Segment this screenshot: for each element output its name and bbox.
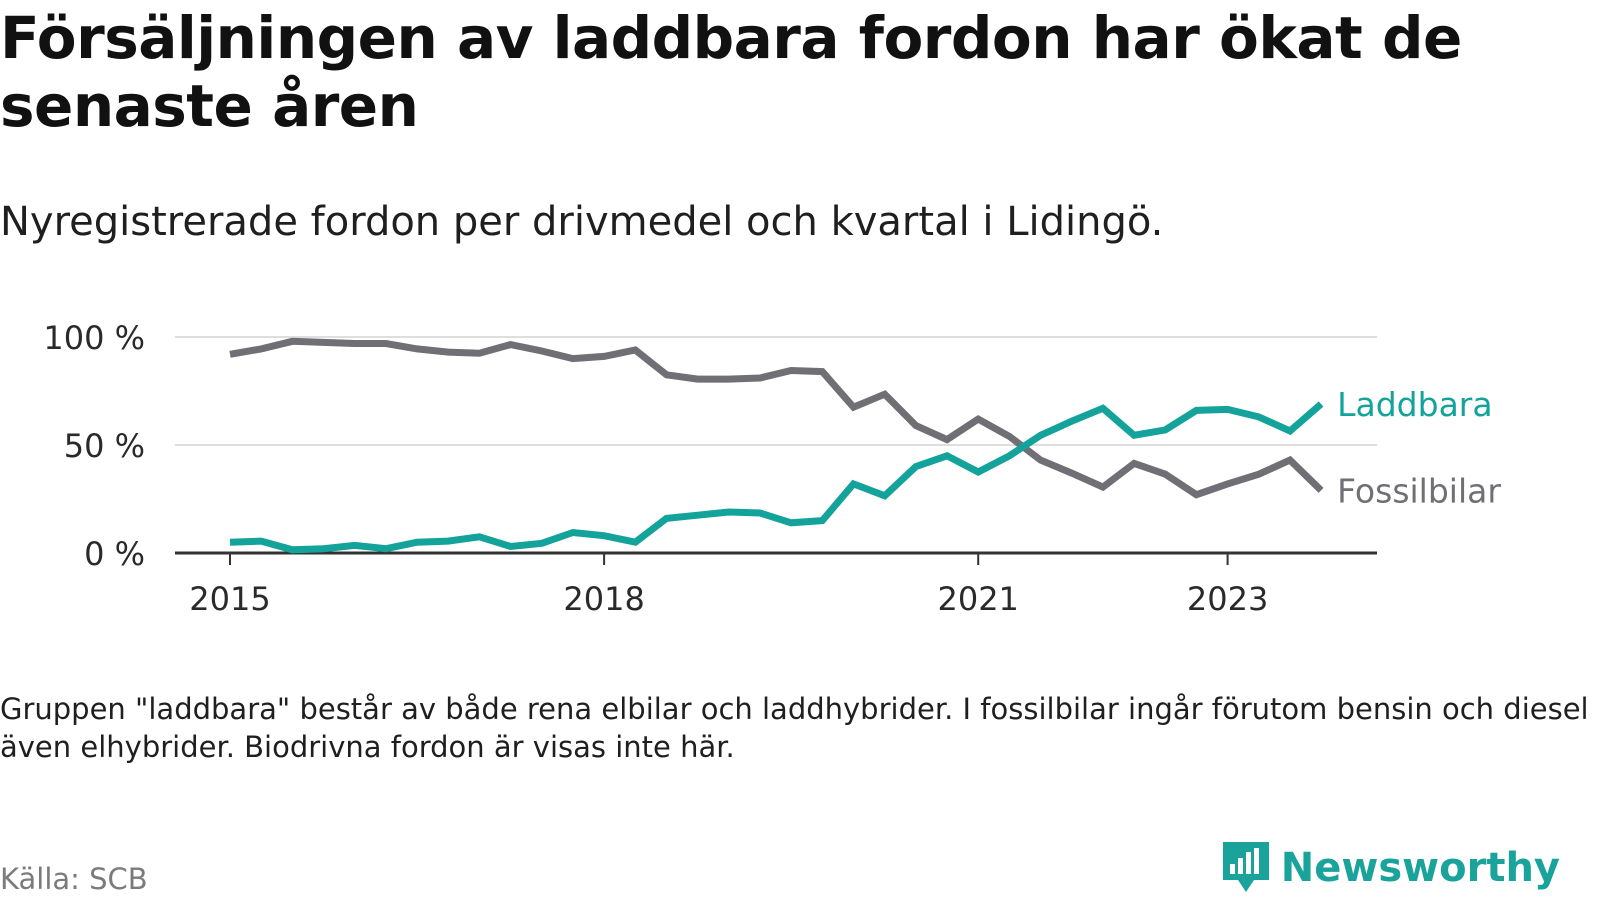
- x-tick-label: 2021: [937, 580, 1018, 618]
- series-labels: Fossilbilar Laddbara: [1337, 385, 1501, 510]
- x-tick-label: 2023: [1187, 580, 1268, 618]
- series-label-laddbara: Laddbara: [1337, 385, 1492, 424]
- gridlines: 0 % 50 % 100 %: [43, 319, 1377, 573]
- chart-title: Försäljningen av laddbara fordon har öka…: [0, 4, 1462, 140]
- source-text: Källa: SCB: [0, 862, 148, 896]
- series-lines: [229, 337, 1324, 554]
- chart-subtitle: Nyregistrerade fordon per drivmedel och …: [0, 199, 1164, 245]
- chart-note: Gruppen "laddbara" består av både rena e…: [0, 692, 1589, 764]
- x-tick-label: 2018: [563, 580, 644, 618]
- x-axis: 2015 2018 2021 2023: [175, 551, 1377, 618]
- line-chart: 0 % 50 % 100 % 2015 2018 2021 2023 Fossilbila…: [43, 319, 1501, 618]
- series-label-fossilbilar: Fossilbilar: [1337, 471, 1501, 510]
- newsworthy-logo-text: Newsworthy: [1280, 845, 1560, 891]
- newsworthy-logo-icon: [1222, 842, 1269, 892]
- series-line-laddbara: [229, 401, 1324, 554]
- y-tick-label: 50 %: [64, 427, 145, 465]
- y-tick-label: 0 %: [84, 535, 145, 573]
- newsworthy-logo[interactable]: Newsworthy: [1221, 840, 1560, 896]
- series-line-fossilbilar: [229, 337, 1324, 499]
- x-tick-label: 2015: [189, 580, 270, 618]
- y-tick-label: 100 %: [43, 319, 145, 357]
